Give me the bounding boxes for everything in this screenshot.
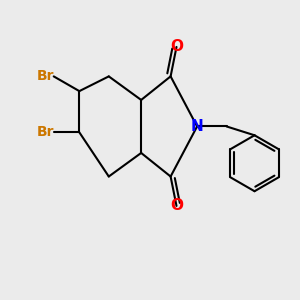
Text: Br: Br	[37, 125, 54, 139]
Text: N: N	[191, 119, 203, 134]
Text: O: O	[170, 39, 183, 54]
Text: Br: Br	[37, 69, 54, 83]
Text: O: O	[170, 198, 183, 213]
